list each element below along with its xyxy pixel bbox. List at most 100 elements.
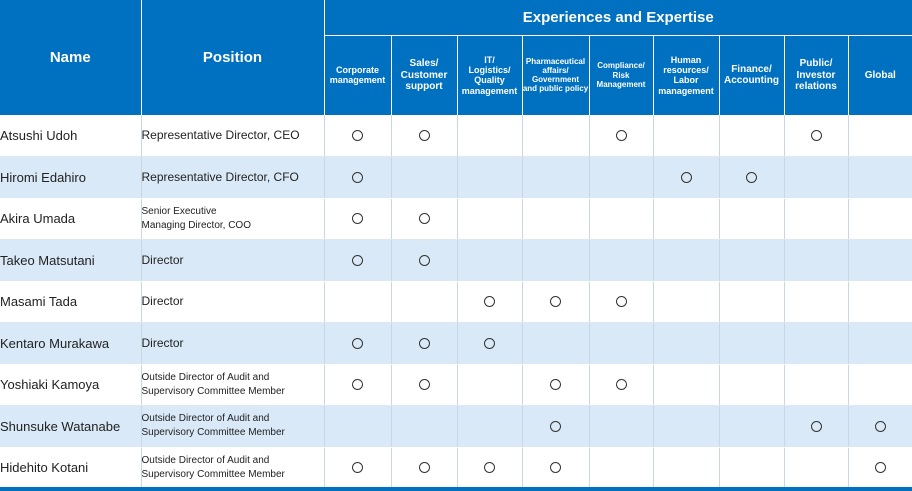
position-line: Representative Director, CFO xyxy=(141,169,299,184)
skills-matrix-body: Atsushi Udoh Representative Director, CEO… xyxy=(0,115,912,489)
expertise-cell xyxy=(589,115,654,157)
director-position: Outside Director of Audit and Supervisory… xyxy=(141,447,325,489)
category-header-corporate-management: Corporate management xyxy=(323,35,391,115)
category-header-sales-customer-support: Sales/Customer support xyxy=(390,35,457,115)
director-name: Kentaro Murakawa xyxy=(0,322,142,365)
expertise-cell xyxy=(719,364,785,406)
expertise-circle-icon xyxy=(418,129,430,141)
expertise-cell xyxy=(324,364,392,406)
expertise-circle-icon xyxy=(550,296,561,308)
position-line: Director xyxy=(141,252,184,267)
expertise-cell xyxy=(719,198,785,240)
director-position: Director xyxy=(141,239,325,282)
expertise-cell xyxy=(391,447,458,489)
expertise-cell xyxy=(522,239,590,282)
expertise-circle-icon xyxy=(352,462,363,474)
director-name: Shunsuke Watanabe xyxy=(0,405,142,448)
expertise-cell xyxy=(391,364,458,406)
expertise-cell xyxy=(391,322,458,365)
expertise-cell xyxy=(457,239,523,282)
expertise-cell xyxy=(719,115,785,157)
director-position: Outside Director of Audit and Supervisory… xyxy=(141,405,325,448)
expertise-cell xyxy=(653,447,720,489)
director-position: Director xyxy=(141,281,325,323)
expertise-cell xyxy=(324,115,392,157)
expertise-circle-icon xyxy=(418,337,430,349)
expertise-cell xyxy=(653,322,720,365)
position-line: Director xyxy=(141,335,184,350)
expertise-cell xyxy=(653,198,720,240)
expertise-cell xyxy=(719,405,785,448)
table-row: Hiromi Edahiro Representative Director, C… xyxy=(0,156,912,199)
expertise-cell xyxy=(653,156,720,199)
expertise-circle-icon xyxy=(615,129,627,141)
director-name: Takeo Matsutani xyxy=(0,239,142,282)
table-row: Kentaro Murakawa Director xyxy=(0,322,912,365)
expertise-cell xyxy=(848,281,912,323)
expertise-cell xyxy=(784,405,849,448)
expertise-cell xyxy=(391,239,458,282)
expertise-cell xyxy=(457,198,523,240)
category-header-finance-accounting: Finance/Accounting xyxy=(718,35,784,115)
expertise-cell xyxy=(719,322,785,365)
expertise-circle-icon xyxy=(418,379,430,391)
expertise-cell xyxy=(589,239,654,282)
expertise-cell xyxy=(324,156,392,199)
position-line: Outside Director of Audit and xyxy=(141,371,270,383)
expertise-cell xyxy=(522,405,590,448)
expertise-cell xyxy=(324,281,392,323)
position-line: Director xyxy=(141,294,184,309)
category-header-pharmaceutical-affairs: Pharmaceutical affairs/Government and publ… xyxy=(521,35,589,115)
director-name: Hiromi Edahiro xyxy=(0,156,142,199)
table-row: Takeo Matsutani Director xyxy=(0,239,912,282)
position-line: Outside Director of Audit and xyxy=(141,454,270,466)
expertise-cell xyxy=(457,447,523,489)
expertise-circle-icon xyxy=(680,171,692,183)
position-line: Senior Executive xyxy=(141,205,217,217)
expertise-circle-icon xyxy=(352,129,363,141)
expertise-cell xyxy=(589,156,654,199)
expertise-cell xyxy=(784,115,849,157)
expertise-cell xyxy=(324,447,392,489)
expertise-cell xyxy=(719,281,785,323)
expertise-cell xyxy=(324,239,392,282)
column-group-header: Experiences and Expertise xyxy=(324,0,912,36)
expertise-cell xyxy=(457,156,523,199)
category-header-it-logistics-quality: IT/Logistics/Quality management xyxy=(456,35,522,115)
expertise-cell xyxy=(522,364,590,406)
table-row: Atsushi Udoh Representative Director, CEO xyxy=(0,115,912,157)
expertise-cell xyxy=(391,198,458,240)
column-header-position: Position xyxy=(141,0,325,115)
director-name: Masami Tada xyxy=(0,281,142,323)
expertise-cell xyxy=(848,115,912,157)
expertise-circle-icon xyxy=(550,420,561,432)
director-position: Representative Director, CEO xyxy=(141,115,325,157)
expertise-circle-icon xyxy=(615,379,627,391)
expertise-cell xyxy=(784,281,849,323)
expertise-cell xyxy=(784,198,849,240)
expertise-circle-icon xyxy=(550,462,561,474)
expertise-cell xyxy=(784,156,849,199)
expertise-circle-icon xyxy=(484,462,495,474)
director-position: Director xyxy=(141,322,325,365)
expertise-circle-icon xyxy=(418,462,430,474)
column-header-name: Name xyxy=(0,0,142,115)
expertise-circle-icon xyxy=(352,254,363,266)
position-line: Supervisory Committee Member xyxy=(141,427,285,439)
expertise-cell xyxy=(848,239,912,282)
expertise-cell xyxy=(589,198,654,240)
expertise-circle-icon xyxy=(352,337,363,349)
expertise-circle-icon xyxy=(418,213,430,225)
expertise-cell xyxy=(391,405,458,448)
expertise-cell xyxy=(719,156,785,199)
expertise-cell xyxy=(391,156,458,199)
category-header-compliance-risk: Compliance/Risk Management xyxy=(588,35,653,115)
expertise-circle-icon xyxy=(874,462,886,474)
table-row: Shunsuke Watanabe Outside Director of Aud… xyxy=(0,405,912,448)
expertise-cell xyxy=(784,322,849,365)
category-header-global: Global xyxy=(847,35,912,115)
expertise-cell xyxy=(784,239,849,282)
expertise-circle-icon xyxy=(418,254,430,266)
expertise-cell xyxy=(848,156,912,199)
expertise-circle-icon xyxy=(484,296,495,308)
